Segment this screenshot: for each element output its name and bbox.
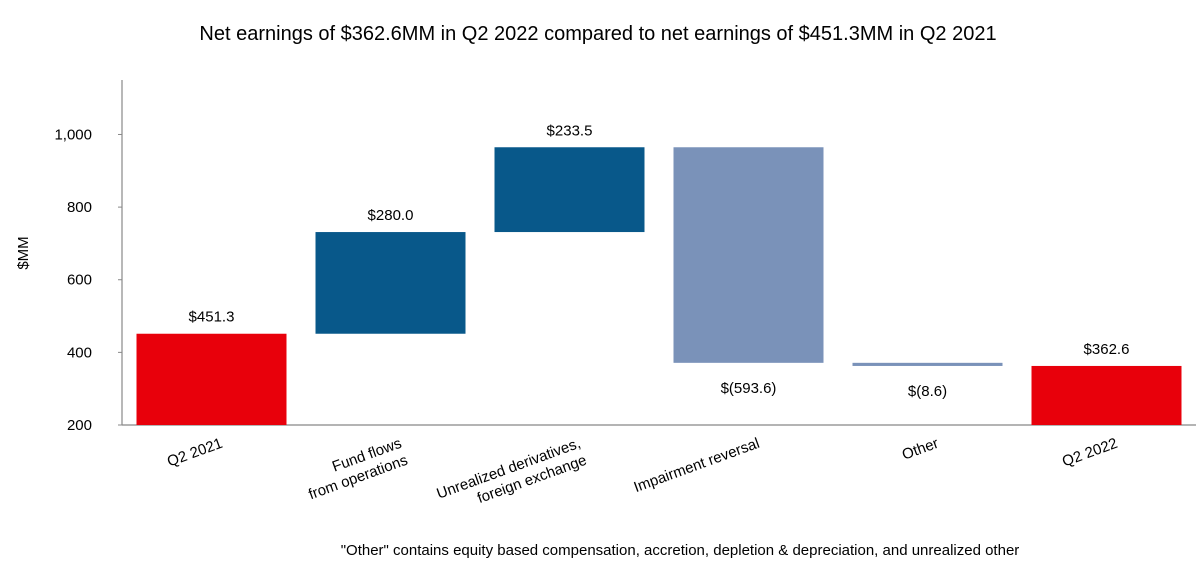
x-tick-label: Unrealized derivatives,foreign exchange <box>434 435 589 520</box>
x-tick-label: Fund flowsfrom operations <box>300 435 410 504</box>
y-tick-label: 200 <box>67 417 92 434</box>
y-tick-label: 400 <box>67 344 92 361</box>
x-tick-label-group: Unrealized derivatives,foreign exchange <box>434 435 589 520</box>
y-tick-label: 800 <box>67 199 92 216</box>
x-tick-label-line: Q2 2022 <box>1060 435 1120 471</box>
chart-title: Net earnings of $362.6MM in Q2 2022 comp… <box>199 23 996 45</box>
bar <box>315 232 466 334</box>
x-tick-label-group: Fund flowsfrom operations <box>300 435 410 504</box>
value-label: $362.6 <box>1084 341 1130 358</box>
x-tick-label-line: Impairment reversal <box>632 435 762 496</box>
value-label: $280.0 <box>368 207 414 224</box>
x-tick-label: Impairment reversal <box>632 435 762 496</box>
footnote: "Other" contains equity based compensati… <box>341 542 1020 559</box>
x-tick-label-line: Q2 2021 <box>165 435 225 471</box>
bar <box>494 147 645 233</box>
value-label: $451.3 <box>189 309 235 326</box>
bar <box>1031 365 1182 425</box>
y-tick-label: 1,000 <box>54 126 92 143</box>
bar <box>852 362 1003 366</box>
x-tick-label-group: Impairment reversal <box>632 435 762 496</box>
value-label: $(8.6) <box>908 383 947 400</box>
value-label: $(593.6) <box>721 380 777 397</box>
x-tick-label: Q2 2022 <box>1060 435 1120 471</box>
y-tick-label: 600 <box>67 272 92 289</box>
x-tick-label-group: Q2 2022 <box>1060 435 1120 471</box>
x-tick-label-group: Other <box>900 435 941 464</box>
bar <box>136 333 287 425</box>
x-tick-label-line: Other <box>900 435 941 464</box>
x-tick-label-group: Q2 2021 <box>165 435 225 471</box>
x-tick-label: Other <box>900 435 941 464</box>
value-label: $233.5 <box>547 122 593 139</box>
bar <box>673 147 824 363</box>
y-axis-label: $MM <box>15 236 32 269</box>
x-tick-label: Q2 2021 <box>165 435 225 471</box>
